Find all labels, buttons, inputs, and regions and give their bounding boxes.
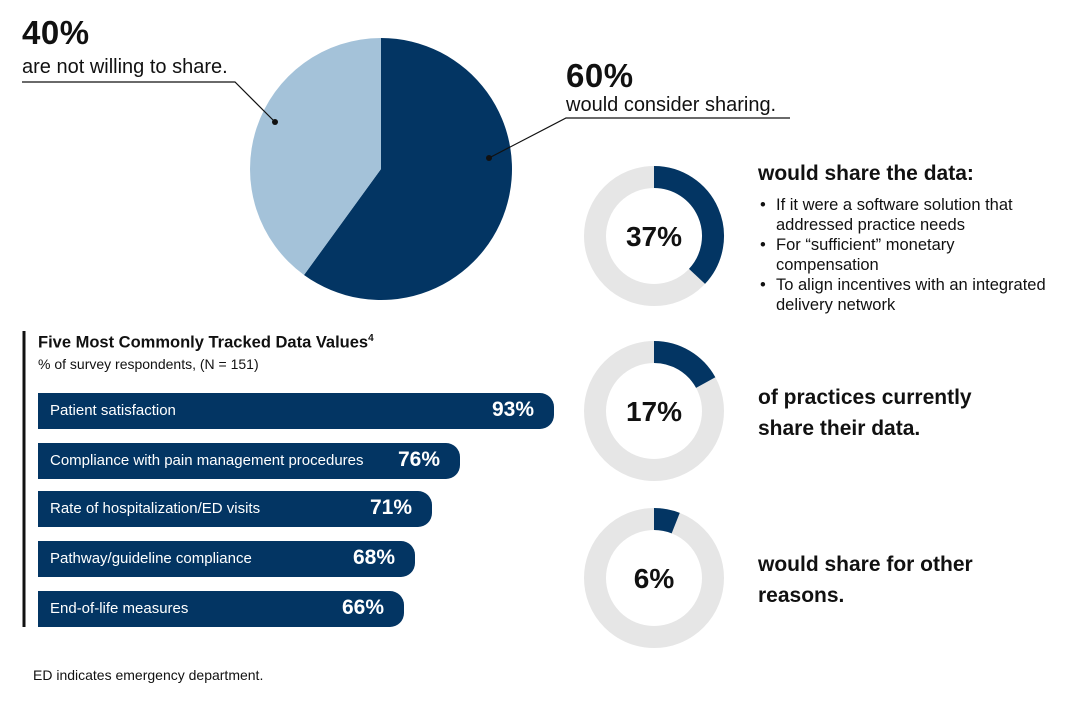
donut-3-heading-line2: reasons. xyxy=(758,584,845,607)
bar-5: End-of-life measures 66% xyxy=(38,591,404,627)
bar-3: Rate of hospitalization/ED visits 71% xyxy=(38,491,432,527)
donut-3-heading-line1: would share for other xyxy=(758,553,973,576)
bar-value-label: 71% xyxy=(369,496,412,519)
bullet-item: To align incentives with an integrated d… xyxy=(758,275,1058,315)
bullet-item: If it were a software solution that addr… xyxy=(758,195,1058,235)
donut-2-heading-line2: share their data. xyxy=(758,417,921,440)
donut-3-percent: 6% xyxy=(634,563,675,594)
bar-2: Compliance with pain management procedur… xyxy=(38,443,460,479)
bar-value-label: 66% xyxy=(341,596,384,619)
leader-line-consider-sharing xyxy=(488,117,790,159)
bar-section-subtitle: % of survey respondents, (N = 151) xyxy=(38,356,259,372)
donut-1-heading: would share the data: xyxy=(758,162,974,185)
bar-section-title: Five Most Commonly Tracked Data Values4 xyxy=(38,333,374,353)
bar-section-footnote-ref: 4 xyxy=(368,333,374,344)
pie-leader-lines xyxy=(22,81,790,161)
leader-dot-not-willing xyxy=(272,119,278,125)
donut-1-percent: 37% xyxy=(626,221,682,252)
donut-2-value-arc xyxy=(653,341,716,389)
donut-3-value-arc xyxy=(653,508,680,534)
bar-4: Pathway/guideline compliance 68% xyxy=(38,541,415,577)
leader-dot-consider-sharing xyxy=(486,155,492,161)
donut-2-percent: 17% xyxy=(626,396,682,427)
donut-2-heading: of practices currently share their data. xyxy=(758,382,972,444)
pie-slice-not-willing xyxy=(250,38,381,275)
leader-line-not-willing xyxy=(22,81,276,123)
footnote: ED indicates emergency department. xyxy=(33,667,264,683)
bar-category-label: Pathway/guideline compliance xyxy=(50,550,252,567)
bar-category-label: End-of-life measures xyxy=(50,600,189,617)
pie-slice-consider-sharing xyxy=(304,38,512,300)
pie-right-caption: would consider sharing. xyxy=(566,94,777,116)
pie-left-caption: are not willing to share. xyxy=(22,56,228,78)
sharing-pie-chart xyxy=(250,38,512,300)
bar-value-label: 93% xyxy=(491,398,534,421)
pie-left-percent: 40% xyxy=(22,14,90,51)
bar-value-label: 76% xyxy=(397,448,440,471)
bar-category-label: Patient satisfaction xyxy=(50,402,176,419)
bar-category-label: Compliance with pain management procedur… xyxy=(50,452,364,469)
bar-section-title-text: Five Most Commonly Tracked Data Values xyxy=(38,333,369,352)
pie-right-percent: 60% xyxy=(566,57,634,94)
donut-3-heading: would share for other reasons. xyxy=(758,549,973,611)
donut-charts: 37% 17% 6% xyxy=(584,166,724,648)
donut-2-heading-line1: of practices currently xyxy=(758,386,972,409)
donut-1-value-arc xyxy=(653,166,724,284)
bar-category-label: Rate of hospitalization/ED visits xyxy=(50,500,261,517)
donut-1-bullets: If it were a software solution that addr… xyxy=(758,195,1058,315)
bar-value-label: 68% xyxy=(352,546,395,569)
bar-1: Patient satisfaction 93% xyxy=(38,393,554,429)
bullet-item: For “sufficient” monetary compensation xyxy=(758,235,1058,275)
